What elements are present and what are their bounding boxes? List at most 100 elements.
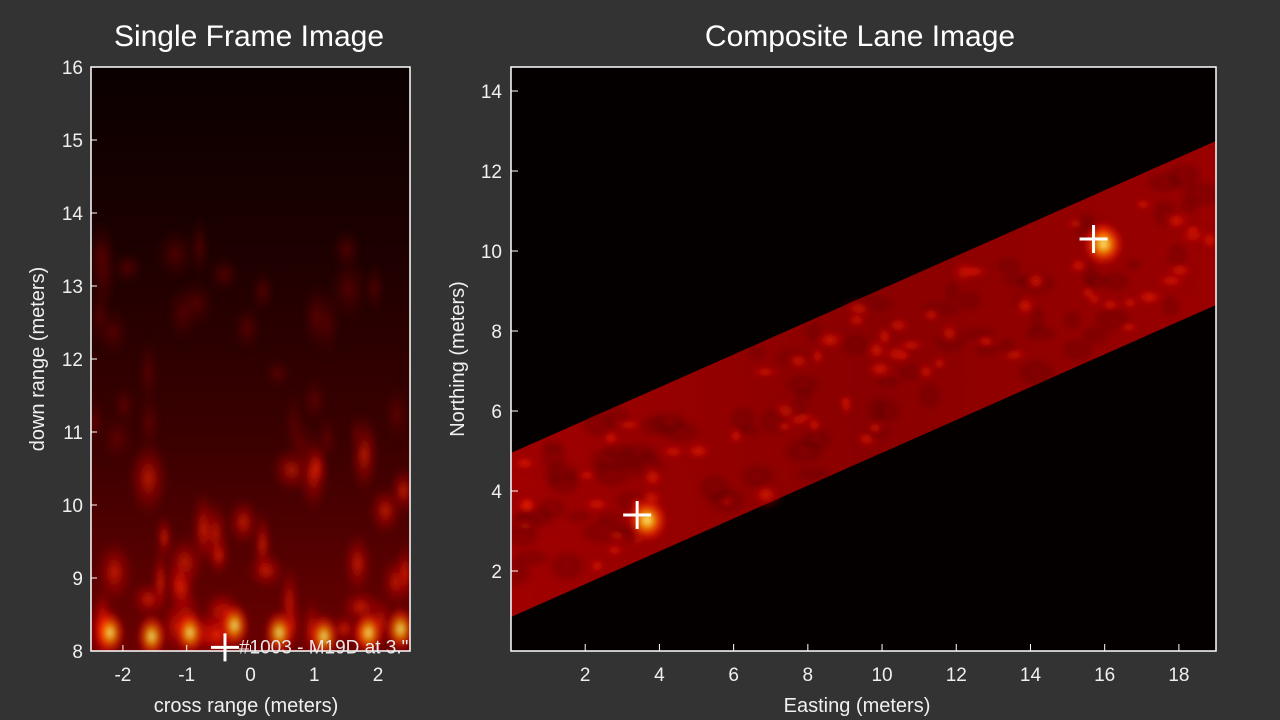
heat-blob (1080, 325, 1111, 346)
heat-blob (262, 354, 294, 393)
heat-blob (511, 452, 543, 474)
y-tick-label: 14 (62, 204, 84, 225)
x-tick-label: -1 (178, 665, 195, 686)
heat-blob (511, 557, 533, 588)
hot-spot (93, 606, 128, 651)
heat-blob (918, 382, 942, 410)
heat-blob (854, 294, 894, 313)
y-tick-label: 15 (62, 131, 83, 152)
composite-x-ticks: 2 4 6 8 10 12 14 16 18 (580, 644, 1189, 686)
heat-blob (697, 473, 732, 504)
x-tick-label: 16 (1094, 665, 1115, 686)
heat-blob (1101, 270, 1132, 293)
heat-blob (929, 354, 950, 373)
heat-blob (205, 253, 243, 296)
y-axis-label-composite: Northing (meters) (447, 281, 469, 437)
heat-blob (313, 407, 341, 472)
heat-blob (894, 348, 912, 363)
heat-blob (995, 257, 1022, 275)
heat-blob (997, 337, 1017, 358)
heat-blob (804, 413, 825, 436)
heat-blob (564, 509, 594, 524)
heat-blob (1112, 320, 1146, 334)
heat-blob (126, 436, 171, 520)
y-tick-label: 4 (491, 482, 502, 503)
y-tick-label: 13 (62, 277, 83, 298)
heat-blob (1022, 325, 1058, 342)
heat-blob (600, 442, 636, 460)
heat-blob (744, 364, 786, 380)
heat-blob (346, 405, 367, 459)
heat-blob (747, 345, 767, 360)
heat-blob (539, 439, 565, 454)
x-tick-label: 8 (803, 665, 814, 686)
heat-blob (862, 418, 889, 437)
y-tick-label: 14 (481, 82, 503, 103)
hot-spot (383, 603, 410, 651)
heat-blob (795, 467, 830, 482)
heat-blob (1021, 267, 1051, 295)
heat-blob (1063, 310, 1083, 330)
target-annotation: #1003 - M19D at 3." (239, 637, 408, 658)
heat-blob (152, 224, 199, 285)
heat-blob (607, 418, 650, 432)
heat-blob (956, 290, 982, 312)
y-tick-label: 16 (62, 58, 83, 79)
x-tick-label: -2 (114, 665, 131, 686)
heat-blob (576, 494, 618, 515)
heat-blob (544, 469, 582, 497)
y-tick-label: 8 (491, 322, 502, 343)
heat-blob (94, 302, 132, 363)
heat-blob (1002, 272, 1030, 288)
target-marker (210, 633, 239, 662)
heat-blob (784, 373, 821, 396)
heat-blob (636, 461, 669, 494)
x-tick-label: 4 (654, 665, 665, 686)
heat-blob (739, 463, 776, 490)
hot-spot (623, 494, 672, 546)
heat-blob (1117, 294, 1143, 312)
hot-spot (1079, 218, 1128, 270)
heat-blob (918, 305, 944, 325)
hot-spot (172, 606, 207, 651)
heat-blob (329, 225, 364, 274)
chart-title-composite: Composite Lane Image (705, 20, 1015, 53)
composite-lane-panel: Composite Lane Image 2 4 6 8 10 12 14 16 18 2 4 6 8… (447, 20, 1217, 717)
heat-blob (781, 349, 816, 373)
heat-blob (835, 394, 856, 408)
heat-blob (944, 280, 961, 303)
heat-blob (804, 322, 824, 342)
heat-blob (771, 419, 798, 434)
heat-blob (188, 211, 211, 283)
heat-blob (249, 265, 276, 318)
heat-blob (594, 510, 625, 526)
composite-frame (510, 66, 1217, 652)
x-tick-label: 0 (245, 665, 256, 686)
x-tick-label: 2 (580, 665, 591, 686)
composite-markers (623, 225, 1108, 529)
heat-blob (600, 542, 629, 559)
heat-blob (678, 438, 718, 464)
heat-blob (1196, 226, 1216, 254)
composite-y-ticks: 2 4 6 8 10 12 14 (481, 82, 518, 583)
heat-blob (164, 557, 199, 621)
heat-blob (585, 554, 609, 577)
x-tick-label: 6 (728, 665, 739, 686)
heat-blob (1157, 208, 1196, 234)
target-marker (623, 501, 652, 529)
lane-strip (511, 141, 1216, 617)
x-tick-label: 18 (1168, 665, 1189, 686)
heat-blob (381, 378, 410, 450)
heat-blob (1180, 180, 1216, 207)
heat-blob (1124, 257, 1142, 272)
heat-blob (1129, 196, 1158, 213)
heat-blob (189, 485, 218, 573)
heat-blob (873, 398, 901, 423)
heat-blob (511, 509, 542, 536)
heat-blob (1061, 338, 1095, 362)
hot-spot (262, 606, 297, 651)
y-axis-label-single: down range (meters) (27, 267, 49, 452)
target-marker (1079, 225, 1108, 253)
chart-title-single: Single Frame Image (114, 20, 384, 53)
